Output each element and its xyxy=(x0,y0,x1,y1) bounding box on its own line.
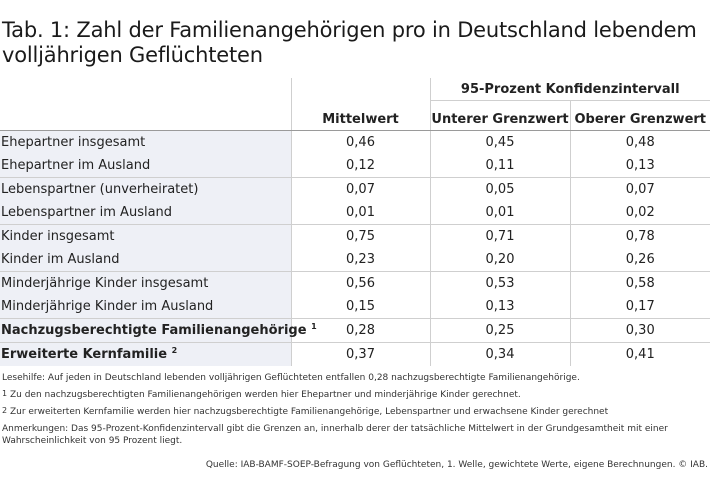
group-header-row: 95-Prozent Konfidenzintervall xyxy=(0,78,710,101)
row-label-text: Erweiterte Kernfamilie xyxy=(1,347,168,362)
table-row: Nachzugsberechtigte Familienangehörige 1… xyxy=(0,318,710,343)
column-header-lower: Unterer Grenzwert xyxy=(429,100,570,131)
table-row: Erweiterte Kernfamilie 2 0,37 0,34 0,41 xyxy=(0,342,710,366)
cell-lower: 0,11 xyxy=(429,154,570,178)
reading-aid-note: Lesehilfe: Auf jeden in Deutschland lebe… xyxy=(2,373,580,383)
table-row: Lebenspartner (unverheiratet) 0,07 0,05 0,0… xyxy=(0,177,710,201)
row-footnote-mark: 2 xyxy=(171,346,178,355)
cell-lower: 0,01 xyxy=(429,201,570,225)
row-label: Kinder insgesamt xyxy=(0,224,291,248)
row-label-text: Minderjährige Kinder im Ausland xyxy=(1,299,214,314)
header-empty-label xyxy=(0,78,291,101)
cell-lower: 0,13 xyxy=(429,295,570,319)
footnote-2: 2 Zur erweiterten Kernfamilie werden hie… xyxy=(2,406,708,418)
row-label-text: Nachzugsberechtigte Familienangehörige xyxy=(1,323,307,338)
confidence-interval-header: 95-Prozent Konfidenzintervall xyxy=(429,78,710,101)
cell-upper: 0,07 xyxy=(569,177,710,201)
cell-mean: 0,37 xyxy=(290,342,430,366)
header-empty-mean xyxy=(290,78,430,101)
table-row: Kinder insgesamt 0,75 0,71 0,78 xyxy=(0,224,710,248)
cell-lower: 0,20 xyxy=(429,248,570,272)
cell-mean: 0,28 xyxy=(290,318,430,343)
row-label: Kinder im Ausland xyxy=(0,248,291,272)
footnote-1: 1 Zu den nachzugsberechtigten Familienan… xyxy=(2,389,708,401)
cell-upper: 0,58 xyxy=(569,271,710,295)
row-label: Ehepartner insgesamt xyxy=(0,130,291,154)
cell-upper: 0,26 xyxy=(569,248,710,272)
cell-mean: 0,46 xyxy=(290,130,430,154)
cell-lower: 0,25 xyxy=(429,318,570,343)
footnote-2-text: Zur erweiterten Kernfamilie werden hier … xyxy=(9,407,609,417)
row-label-text: Lebenspartner im Ausland xyxy=(1,205,173,220)
footnote-1-text: Zu den nachzugsberechtigten Familienange… xyxy=(9,390,521,400)
table-row: Ehepartner insgesamt 0,46 0,45 0,48 xyxy=(0,130,710,154)
row-label: Nachzugsberechtigte Familienangehörige 1 xyxy=(0,318,317,343)
cell-lower: 0,71 xyxy=(429,224,570,248)
cell-upper: 0,17 xyxy=(569,295,710,319)
footnotes: Lesehilfe: Auf jeden in Deutschland lebe… xyxy=(2,372,708,452)
row-label-text: Minderjährige Kinder insgesamt xyxy=(1,276,209,291)
data-table: 95-Prozent Konfidenzintervall Mittelwert… xyxy=(0,78,710,366)
cell-mean: 0,75 xyxy=(290,224,430,248)
cell-upper: 0,30 xyxy=(569,318,710,343)
cell-upper: 0,02 xyxy=(569,201,710,225)
table-row: Lebenspartner im Ausland 0,01 0,01 0,02 xyxy=(0,201,710,225)
cell-mean: 0,07 xyxy=(290,177,430,201)
row-label: Minderjährige Kinder insgesamt xyxy=(0,271,291,295)
cell-lower: 0,05 xyxy=(429,177,570,201)
table-row: Minderjährige Kinder insgesamt 0,56 0,53 0,… xyxy=(0,271,710,295)
table-title: Tab. 1: Zahl der Familienangehörigen pro… xyxy=(2,18,697,67)
cell-lower: 0,45 xyxy=(429,130,570,154)
source-note: Quelle: IAB-BAMF-SOEP-Befragung von Gefl… xyxy=(205,460,708,470)
cell-upper: 0,41 xyxy=(569,342,710,366)
row-label-text: Lebenspartner (unverheiratet) xyxy=(1,182,199,197)
cell-upper: 0,13 xyxy=(569,154,710,178)
footnote-2-mark: 2 xyxy=(2,406,8,415)
column-header-row: Mittelwert Unterer Grenzwert Oberer Gren… xyxy=(0,100,710,131)
cell-mean: 0,12 xyxy=(290,154,430,178)
cell-mean: 0,01 xyxy=(290,201,430,225)
header-label-column xyxy=(0,100,291,131)
table-row: Minderjährige Kinder im Ausland 0,15 0,13 0… xyxy=(0,295,710,319)
row-label: Ehepartner im Ausland xyxy=(0,154,291,178)
cell-mean: 0,23 xyxy=(290,248,430,272)
cell-upper: 0,48 xyxy=(569,130,710,154)
cell-mean: 0,56 xyxy=(290,271,430,295)
table-row: Ehepartner im Ausland 0,12 0,11 0,13 xyxy=(0,154,710,178)
row-label: Erweiterte Kernfamilie 2 xyxy=(0,342,291,366)
column-header-mean: Mittelwert xyxy=(290,100,430,131)
row-label-text: Ehepartner im Ausland xyxy=(1,158,151,173)
row-label: Minderjährige Kinder im Ausland xyxy=(0,295,291,319)
column-header-upper: Oberer Grenzwert xyxy=(569,100,710,131)
row-label: Lebenspartner im Ausland xyxy=(0,201,291,225)
row-footnote-mark: 1 xyxy=(311,322,317,331)
footnote-1-mark: 1 xyxy=(2,389,8,398)
cell-lower: 0,34 xyxy=(429,342,570,366)
cell-mean: 0,15 xyxy=(290,295,430,319)
remarks-note: Anmerkungen: Das 95-Prozent-Konfidenzint… xyxy=(2,424,668,446)
row-label-text: Kinder im Ausland xyxy=(1,252,120,267)
cell-lower: 0,53 xyxy=(429,271,570,295)
table-row: Kinder im Ausland 0,23 0,20 0,26 xyxy=(0,248,710,272)
row-label-text: Ehepartner insgesamt xyxy=(1,135,146,150)
row-label-text: Kinder insgesamt xyxy=(1,229,115,244)
cell-upper: 0,78 xyxy=(569,224,710,248)
row-label: Lebenspartner (unverheiratet) xyxy=(0,177,291,201)
